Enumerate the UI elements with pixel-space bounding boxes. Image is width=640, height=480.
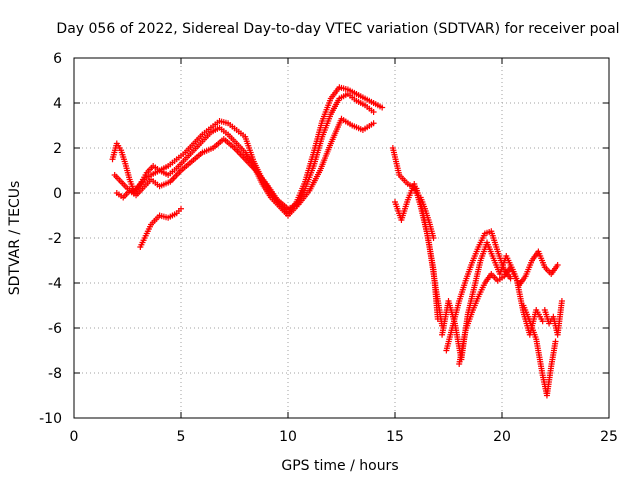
chart-title: Day 056 of 2022, Sidereal Day-to-day VTE… <box>56 21 619 37</box>
y-tick-label: -10 <box>39 411 62 427</box>
y-tick-label: 0 <box>53 186 62 202</box>
x-tick-label: 15 <box>386 429 404 445</box>
series-arc-1 <box>109 84 386 217</box>
x-tick-labels: 0 5 10 15 20 25 <box>70 429 618 445</box>
data-point <box>507 275 514 282</box>
series-arc-3 <box>113 115 377 212</box>
data-point <box>379 104 386 111</box>
y-tick-label: 2 <box>53 141 62 157</box>
x-tick-label: 10 <box>279 429 297 445</box>
data-point <box>370 120 377 127</box>
series-arc-12 <box>541 298 565 338</box>
data-point <box>539 318 546 325</box>
x-axis-label: GPS time / hours <box>281 458 398 474</box>
series-arc-6 <box>392 181 441 322</box>
axis-ticks <box>73 57 610 419</box>
y-tick-labels: 6 4 2 0 -2 -4 -6 -8 -10 <box>39 51 62 427</box>
data-point <box>558 298 565 304</box>
data-point <box>434 316 441 322</box>
y-axis-label: SDTVAR / TECUs <box>7 181 23 296</box>
series-arc-9 <box>443 228 514 354</box>
y-tick-label: -2 <box>48 231 62 247</box>
data-point <box>552 338 559 345</box>
data-point <box>554 262 561 268</box>
grid-lines <box>74 58 609 418</box>
x-tick-label: 0 <box>70 429 79 445</box>
series-arc-2 <box>111 91 377 219</box>
series-arc-11 <box>520 302 559 399</box>
x-tick-label: 25 <box>600 429 618 445</box>
data-point <box>178 205 184 212</box>
y-tick-label: -4 <box>48 276 62 292</box>
series-arc-4 <box>137 205 184 250</box>
x-tick-label: 20 <box>493 429 511 445</box>
data-points <box>109 84 565 399</box>
data-point <box>370 109 377 115</box>
y-tick-label: 6 <box>53 51 62 67</box>
data-point <box>430 235 437 241</box>
y-tick-label: -8 <box>48 366 62 382</box>
y-tick-label: 4 <box>53 96 62 112</box>
y-tick-label: -6 <box>48 321 62 337</box>
series-arc-10 <box>456 264 546 367</box>
series-arc-7 <box>409 183 437 241</box>
x-tick-label: 5 <box>177 429 186 445</box>
